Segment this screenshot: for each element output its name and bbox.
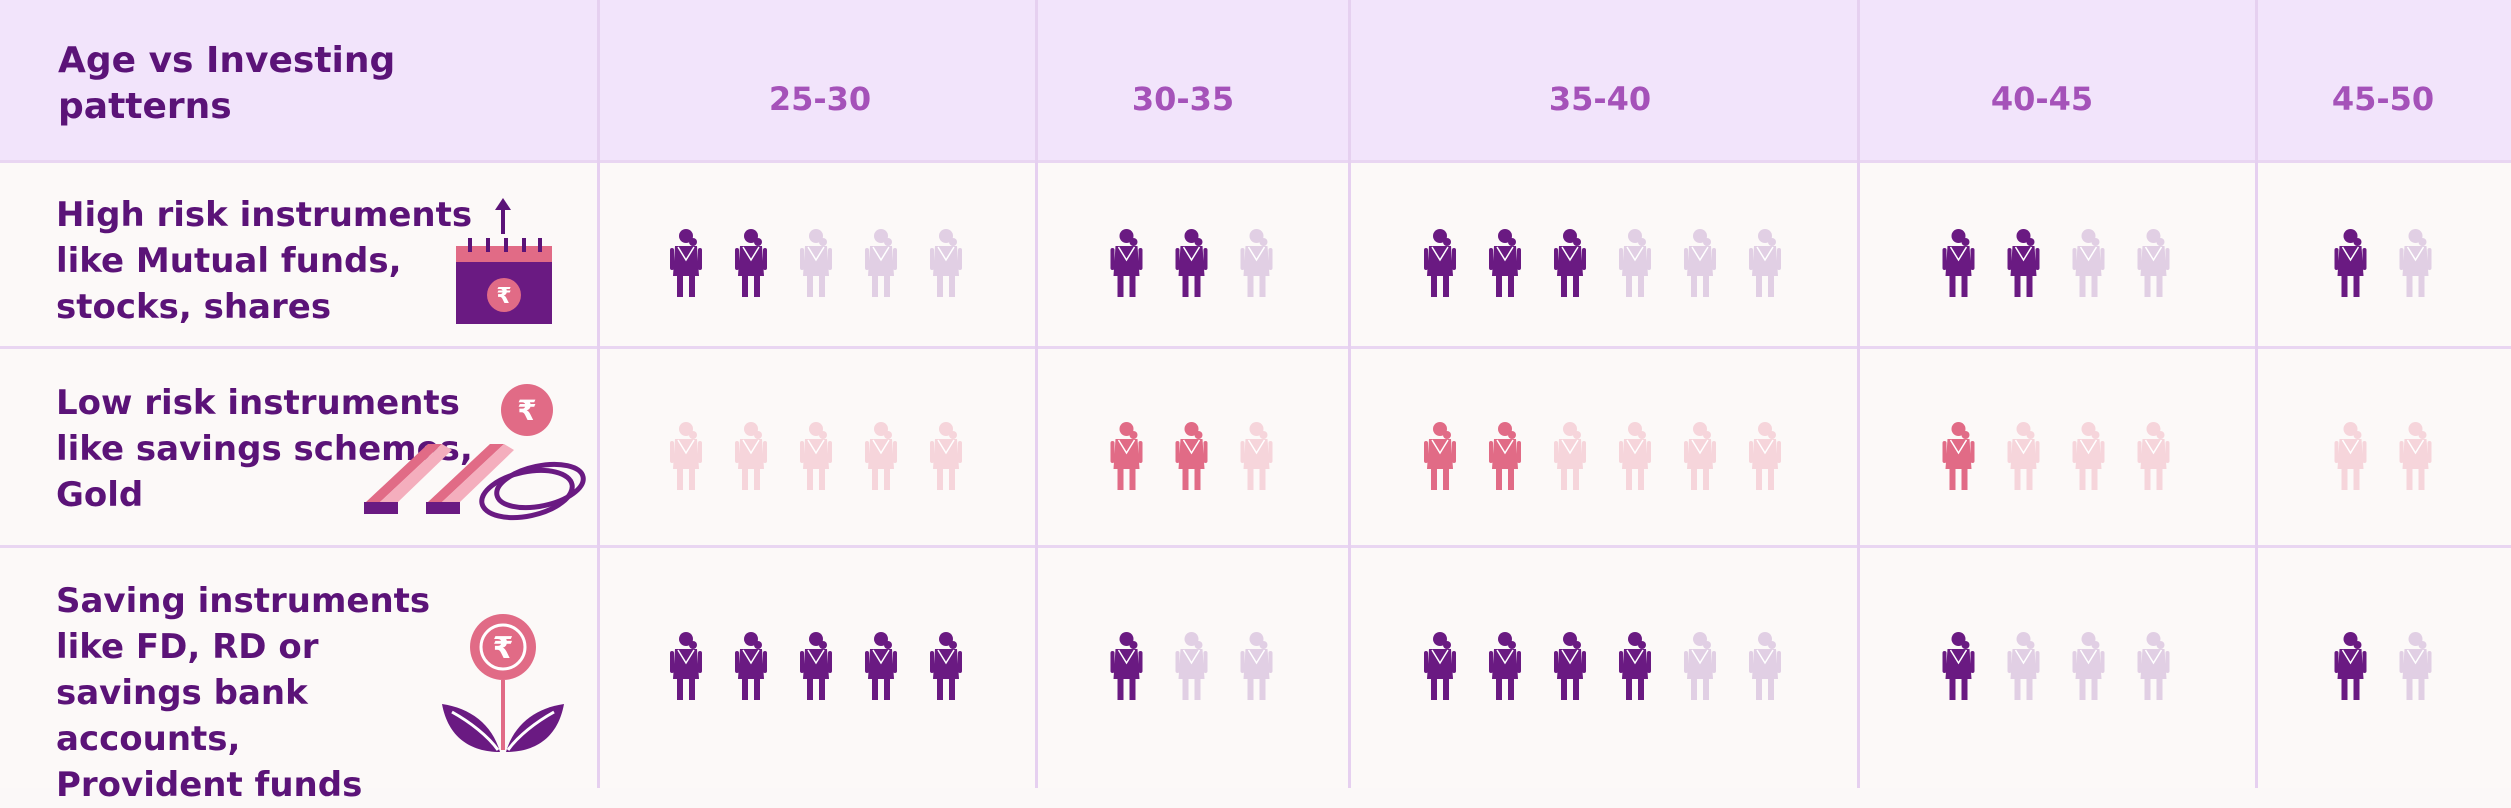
- rupee-symbol: ₹: [496, 284, 511, 309]
- calendar-rupee-icon: ₹: [456, 198, 552, 324]
- chart-title: Age vs Investing patterns: [58, 40, 396, 127]
- person-icon-filled: [865, 632, 897, 700]
- person-icon-filled: [1424, 632, 1456, 700]
- person-icon-empty: [1175, 632, 1208, 700]
- person-icon-filled: [800, 632, 832, 700]
- person-icon-empty: [2334, 422, 2367, 490]
- person-icon-filled: [2334, 229, 2367, 297]
- person-icon-filled: [2334, 632, 2367, 700]
- person-icon-empty: [1684, 422, 1716, 490]
- rupee-symbol: ₹: [517, 394, 536, 427]
- person-icon-filled: [1554, 632, 1586, 700]
- person-icon-empty: [1749, 422, 1781, 490]
- person-icon-filled: [1424, 229, 1456, 297]
- person-icon-filled: [1554, 229, 1586, 297]
- person-icon-empty: [1619, 422, 1651, 490]
- age-column-header: 35-40: [1548, 80, 1652, 118]
- row-divider: [0, 545, 2511, 548]
- person-icon-empty: [930, 422, 962, 490]
- person-icon-empty: [1684, 632, 1716, 700]
- person-icon-filled: [1942, 632, 1975, 700]
- age-column-header: 30-35: [1131, 80, 1235, 118]
- person-icon-empty: [1684, 229, 1716, 297]
- person-icon-empty: [1554, 422, 1586, 490]
- person-icon-empty: [865, 229, 897, 297]
- person-icon-empty: [2399, 229, 2432, 297]
- person-icon-filled: [1942, 422, 1975, 490]
- person-icon-empty: [1240, 422, 1273, 490]
- person-icon-filled: [735, 229, 767, 297]
- person-icon-empty: [2137, 422, 2170, 490]
- person-icon-filled: [1489, 229, 1521, 297]
- person-icon-empty: [1619, 229, 1651, 297]
- person-icon-empty: [2072, 632, 2105, 700]
- person-icon-filled: [1489, 632, 1521, 700]
- person-icon-empty: [735, 422, 767, 490]
- person-icon-empty: [2007, 422, 2040, 490]
- column-divider: [1035, 0, 1038, 788]
- person-icon-filled: [1942, 229, 1975, 297]
- person-icon-filled: [1619, 632, 1651, 700]
- person-icon-empty: [2072, 422, 2105, 490]
- person-icon-filled: [1110, 632, 1143, 700]
- age-column-header: 25-30: [768, 80, 872, 118]
- person-icon-filled: [670, 229, 702, 297]
- person-icon-empty: [2072, 229, 2105, 297]
- row-divider: [0, 346, 2511, 349]
- person-icon-filled: [1110, 422, 1143, 490]
- age-column-header: 45-50: [2331, 80, 2435, 118]
- person-icon-empty: [1749, 229, 1781, 297]
- person-icon-empty: [800, 229, 832, 297]
- person-icon-empty: [2007, 632, 2040, 700]
- rupee-plant-icon: ₹: [442, 614, 564, 752]
- person-icon-filled: [1175, 422, 1208, 490]
- column-divider: [1857, 0, 1860, 788]
- row-label-high-risk: High risk instruments like Mutual funds,…: [56, 195, 473, 327]
- rupee-symbol: ₹: [493, 631, 514, 666]
- person-icon-empty: [2399, 422, 2432, 490]
- age-column-header: 40-45: [1990, 80, 2094, 118]
- person-icon-empty: [2137, 229, 2170, 297]
- person-icon-empty: [865, 422, 897, 490]
- row-label-saving: Saving instruments like FD, RD or saving…: [56, 581, 431, 805]
- cut-off-text: [56, 780, 96, 788]
- person-icon-empty: [1240, 229, 1273, 297]
- person-icon-empty: [1749, 632, 1781, 700]
- person-icon-empty: [800, 422, 832, 490]
- header-band: [0, 0, 2511, 160]
- person-icon-filled: [1110, 229, 1143, 297]
- person-icon-filled: [930, 632, 962, 700]
- row-label-low-risk: Low risk instruments like savings scheme…: [56, 383, 473, 515]
- pictogram-area: [670, 229, 2432, 700]
- person-icon-empty: [2399, 632, 2432, 700]
- person-icon-filled: [670, 632, 702, 700]
- column-divider: [597, 0, 600, 788]
- person-icon-empty: [670, 422, 702, 490]
- person-icon-filled: [735, 632, 767, 700]
- column-divider: [1348, 0, 1351, 788]
- gold-bars-rupee-icon: ₹: [364, 384, 586, 521]
- person-icon-empty: [2137, 632, 2170, 700]
- row-divider: [0, 160, 2511, 163]
- column-divider: [2255, 0, 2258, 788]
- person-icon-empty: [1240, 632, 1273, 700]
- person-icon-filled: [1424, 422, 1456, 490]
- person-icon-filled: [1489, 422, 1521, 490]
- person-icon-empty: [930, 229, 962, 297]
- person-icon-filled: [2007, 229, 2040, 297]
- person-icon-filled: [1175, 229, 1208, 297]
